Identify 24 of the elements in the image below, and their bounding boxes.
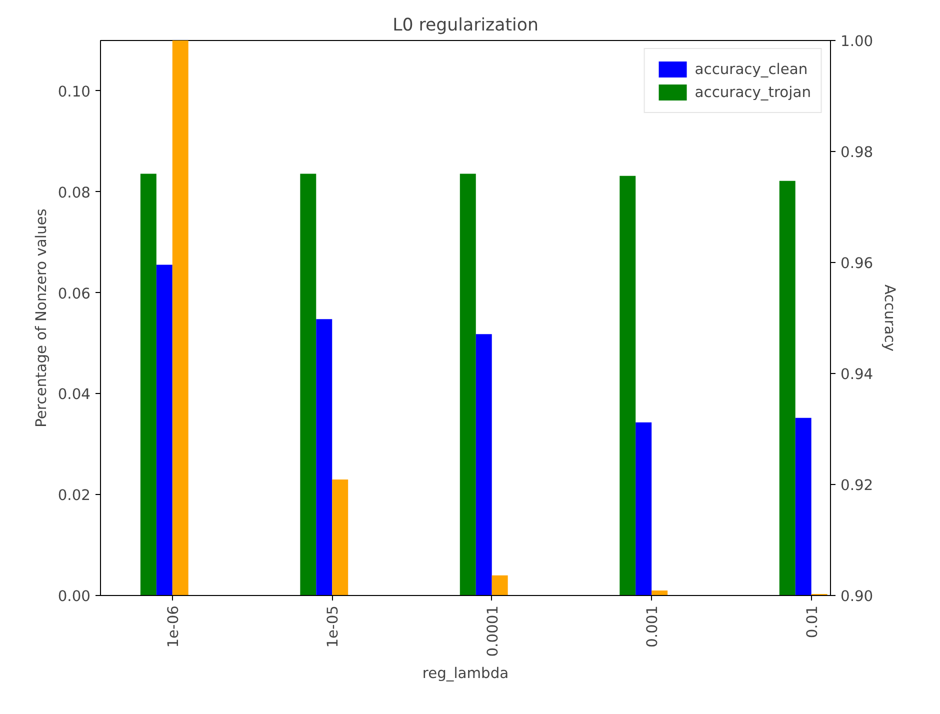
x-tick-label: 1e-05 [324, 606, 342, 648]
y-axis-title: Percentage of Nonzero values [32, 208, 50, 428]
x-tick-label: 0.0001 [484, 605, 502, 657]
x-axis-title: reg_lambda [422, 664, 509, 682]
legend-label: accuracy_trojan [694, 84, 811, 100]
bar [492, 575, 508, 596]
chart-title: L0 regularization [392, 16, 538, 36]
y-tick-label: 0.08 [58, 184, 91, 202]
y2-tick-label: 0.98 [840, 144, 874, 161]
y-tick-label: 0.00 [58, 588, 91, 605]
y2-tick-label: 0.94 [840, 366, 874, 383]
legend-label: accuracy_clean [694, 60, 808, 78]
y2-tick-label: 0.96 [840, 255, 874, 272]
y-tick-label: 0.06 [58, 285, 91, 302]
x-tick-label: 1e-06 [164, 606, 182, 648]
x-tick-label: 0.001 [644, 605, 662, 648]
y2-tick-label: 1.00 [840, 33, 874, 50]
y2-axis-title: Accuracy [881, 284, 898, 352]
y2-tick-label: 0.92 [840, 477, 874, 494]
y-tick-label: 0.02 [58, 487, 91, 504]
x-tick-label: 0.01 [804, 605, 821, 638]
y-tick-label: 0.04 [58, 386, 91, 404]
y2-tick-label: 0.90 [840, 588, 874, 605]
y-tick-label: 0.10 [58, 83, 91, 100]
